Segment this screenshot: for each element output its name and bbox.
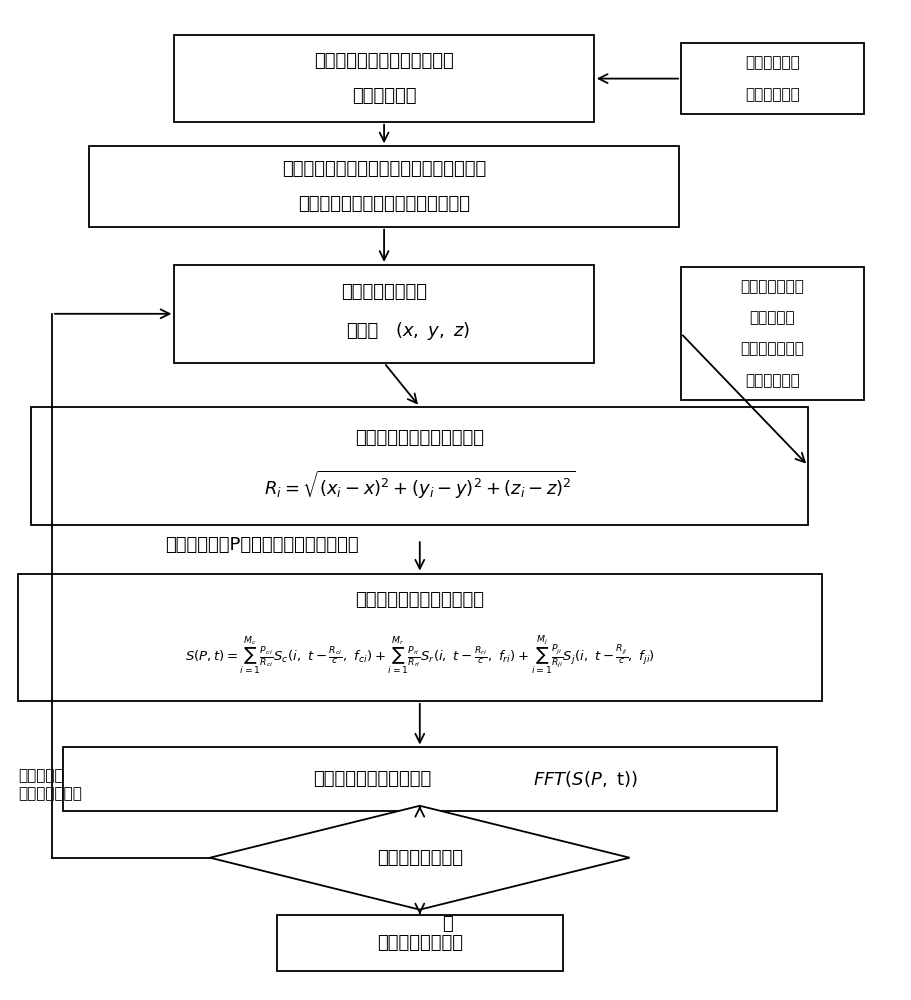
Text: 观测点: 观测点 (345, 322, 378, 340)
FancyBboxPatch shape (32, 407, 808, 524)
Text: $S(P,t)=\sum_{i=1}^{M_c}\frac{P_{ci}}{R_{ci}}S_c(i,\ t-\frac{R_{ci}}{c},\ f_{ci}: $S(P,t)=\sum_{i=1}^{M_c}\frac{P_{ci}}{R_… (185, 633, 655, 677)
Polygon shape (210, 806, 630, 910)
Text: 方向图加权值P以及多普勒影响下的频率: 方向图加权值P以及多普勒影响下的频率 (166, 536, 359, 554)
Text: 将空间辐射源按照其特性进行分类，如为通: 将空间辐射源按照其特性进行分类，如为通 (281, 160, 486, 178)
Text: 空间电磁辐射频谱: 空间电磁辐射频谱 (377, 934, 463, 952)
Text: 并选择观测点: 并选择观测点 (352, 87, 416, 105)
Text: 是: 是 (442, 915, 453, 933)
Text: 输入各辐射源的: 输入各辐射源的 (741, 279, 804, 294)
FancyBboxPatch shape (681, 43, 864, 114)
Text: 所有点计算完毕？: 所有点计算完毕？ (377, 849, 463, 867)
Text: $\mathit{FFT}(S(P,\ \mathrm{t}))$: $\mathit{FFT}(S(P,\ \mathrm{t}))$ (533, 769, 638, 789)
Text: 计算观测点到各发射机距离: 计算观测点到各发射机距离 (355, 429, 485, 447)
Text: 观测点处合成信号的频谱: 观测点处合成信号的频谱 (312, 770, 431, 788)
FancyBboxPatch shape (89, 146, 679, 227)
Text: 及其相关空间位: 及其相关空间位 (741, 342, 804, 357)
Text: 类型和数量: 类型和数量 (750, 310, 795, 325)
FancyBboxPatch shape (681, 267, 864, 400)
Text: 空间电磁辐射: 空间电磁辐射 (745, 55, 800, 70)
Text: 对空间观测区域进行网格划分: 对空间观测区域进行网格划分 (314, 52, 454, 70)
Text: 选择观测区域中的: 选择观测区域中的 (341, 283, 427, 301)
Text: 强度分析要求: 强度分析要求 (745, 87, 800, 102)
Text: 置和电磁参数: 置和电磁参数 (745, 373, 800, 388)
Text: 信发射机、雷达发射机和干扰发射机: 信发射机、雷达发射机和干扰发射机 (298, 195, 470, 213)
Text: $R_i=\sqrt{(x_i-x)^2+(y_i-y)^2+(z_i-z)^2}$: $R_i=\sqrt{(x_i-x)^2+(y_i-y)^2+(z_i-z)^2… (264, 469, 576, 501)
Text: $(x,\ y,\ z)$: $(x,\ y,\ z)$ (395, 320, 471, 342)
FancyBboxPatch shape (174, 35, 594, 122)
Text: 否，循环至
下一空间测试点: 否，循环至 下一空间测试点 (18, 768, 82, 801)
Text: 合成观测点处的的实时信号: 合成观测点处的的实时信号 (355, 591, 485, 609)
FancyBboxPatch shape (174, 265, 594, 363)
FancyBboxPatch shape (63, 747, 777, 811)
FancyBboxPatch shape (18, 574, 822, 701)
FancyBboxPatch shape (277, 915, 563, 971)
